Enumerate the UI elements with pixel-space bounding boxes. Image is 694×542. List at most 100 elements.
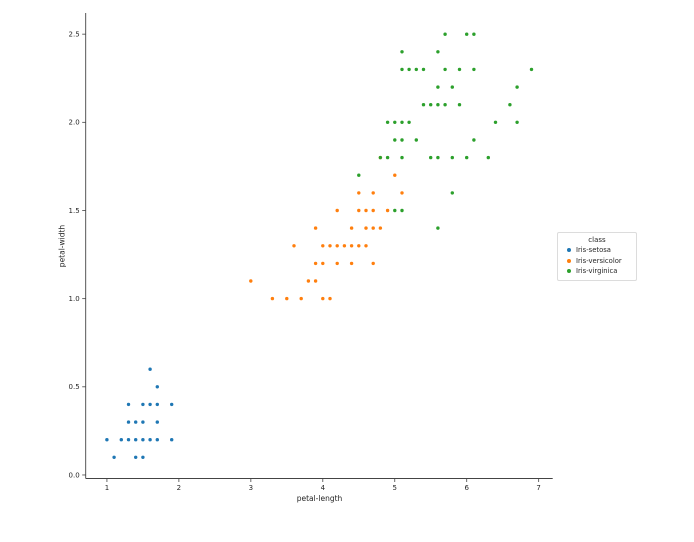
data-point-iris-setosa: [155, 385, 159, 389]
data-point-iris-virginica: [493, 120, 498, 125]
data-point-iris-versicolor: [285, 296, 289, 301]
data-point-iris-virginica: [443, 103, 447, 107]
data-point-iris-versicolor: [249, 279, 253, 283]
data-point-iris-setosa: [170, 438, 174, 442]
data-point-iris-versicolor: [371, 191, 375, 195]
virginica-marker-icon: [567, 269, 571, 274]
data-point-iris-virginica: [436, 226, 440, 230]
y-tick-label: 2.0: [69, 119, 80, 127]
data-point-iris-virginica: [407, 67, 411, 72]
data-point-iris-versicolor: [313, 261, 318, 266]
data-point-iris-versicolor: [364, 226, 368, 230]
x-tick-label: 2: [177, 484, 181, 492]
data-point-iris-versicolor: [270, 296, 275, 301]
data-point-iris-setosa: [134, 438, 138, 442]
data-point-iris-versicolor: [328, 296, 332, 301]
data-point-iris-virginica: [429, 103, 433, 107]
data-point-iris-setosa: [141, 438, 145, 442]
data-point-iris-versicolor: [306, 279, 311, 283]
data-point-iris-setosa: [155, 420, 159, 424]
data-point-iris-virginica: [457, 67, 462, 72]
data-point-iris-setosa: [155, 402, 159, 407]
data-point-iris-versicolor: [357, 191, 361, 195]
x-axis-label: petal-length: [296, 494, 343, 503]
data-point-iris-virginica: [414, 138, 418, 142]
data-point-iris-versicolor: [371, 208, 375, 213]
data-point-iris-versicolor: [364, 244, 368, 248]
data-point-iris-virginica: [508, 103, 512, 107]
data-point-iris-setosa: [155, 438, 159, 442]
legend-label-versicolor: Iris-versicolor: [576, 256, 622, 265]
data-point-iris-virginica: [400, 208, 404, 213]
data-point-iris-virginica: [407, 120, 411, 125]
data-point-iris-virginica: [515, 120, 519, 125]
data-point-iris-virginica: [436, 85, 440, 89]
data-point-iris-setosa: [126, 420, 131, 424]
x-tick-label: 5: [393, 484, 397, 492]
data-point-iris-virginica: [436, 155, 440, 160]
setosa-marker-icon: [567, 248, 571, 253]
y-axis-label: petal-width: [57, 224, 67, 268]
data-point-iris-virginica: [421, 67, 426, 72]
x-tick-label: 3: [249, 484, 253, 492]
data-point-iris-setosa: [148, 402, 152, 407]
data-point-iris-virginica: [400, 138, 404, 142]
legend-label-setosa: Iris-setosa: [576, 246, 611, 254]
data-point-iris-versicolor: [335, 261, 339, 266]
data-point-iris-virginica: [436, 50, 440, 54]
data-point-iris-versicolor: [313, 226, 318, 230]
x-tick-label: 6: [464, 484, 469, 492]
data-point-iris-virginica: [472, 32, 476, 36]
data-point-iris-versicolor: [400, 191, 404, 195]
data-point-iris-setosa: [141, 455, 145, 459]
data-point-iris-virginica: [465, 155, 469, 160]
data-point-iris-versicolor: [378, 226, 383, 230]
data-point-iris-virginica: [393, 208, 397, 213]
legend-entry-versicolor: Iris-versicolor: [562, 256, 632, 267]
data-point-iris-setosa: [134, 455, 138, 459]
y-tick-label: 1.0: [69, 295, 80, 303]
data-point-iris-virginica: [450, 191, 454, 195]
versicolor-marker-icon: [567, 258, 571, 263]
data-point-iris-virginica: [436, 103, 440, 107]
legend-label-virginica: Iris-virginica: [576, 267, 618, 275]
data-point-iris-virginica: [385, 155, 390, 160]
data-point-iris-versicolor: [321, 296, 325, 301]
data-point-iris-virginica: [421, 103, 426, 107]
data-point-iris-setosa: [134, 420, 138, 424]
data-point-iris-versicolor: [357, 208, 361, 213]
data-point-iris-virginica: [414, 67, 418, 72]
data-point-iris-versicolor: [393, 173, 397, 177]
data-point-iris-setosa: [126, 402, 131, 407]
data-point-iris-versicolor: [371, 261, 375, 266]
data-point-iris-versicolor: [385, 208, 390, 213]
data-point-iris-versicolor: [364, 208, 368, 213]
data-point-iris-virginica: [393, 138, 397, 142]
x-tick-label: 4: [321, 484, 326, 492]
data-point-iris-setosa: [148, 367, 152, 371]
data-point-iris-virginica: [400, 67, 404, 72]
data-point-iris-virginica: [393, 120, 397, 125]
data-point-iris-virginica: [400, 120, 404, 125]
data-point-iris-virginica: [400, 155, 404, 160]
data-point-iris-versicolor: [357, 244, 361, 248]
data-point-iris-versicolor: [321, 261, 325, 266]
data-point-iris-setosa: [112, 455, 116, 459]
data-point-iris-versicolor: [335, 244, 339, 248]
data-point-iris-versicolor: [321, 244, 325, 248]
legend-title: class: [588, 236, 606, 244]
data-point-iris-setosa: [119, 438, 124, 442]
data-point-iris-virginica: [443, 67, 447, 72]
data-point-iris-virginica: [450, 155, 454, 160]
data-point-iris-setosa: [141, 420, 145, 424]
data-point-iris-versicolor: [335, 208, 339, 213]
data-point-iris-versicolor: [313, 279, 318, 283]
data-point-iris-versicolor: [349, 261, 354, 266]
data-point-iris-versicolor: [342, 244, 347, 248]
data-point-iris-virginica: [385, 120, 390, 125]
data-point-iris-setosa: [141, 402, 145, 407]
data-point-iris-virginica: [472, 67, 476, 72]
y-tick-label: 2.5: [69, 31, 80, 39]
data-point-iris-virginica: [429, 155, 433, 160]
